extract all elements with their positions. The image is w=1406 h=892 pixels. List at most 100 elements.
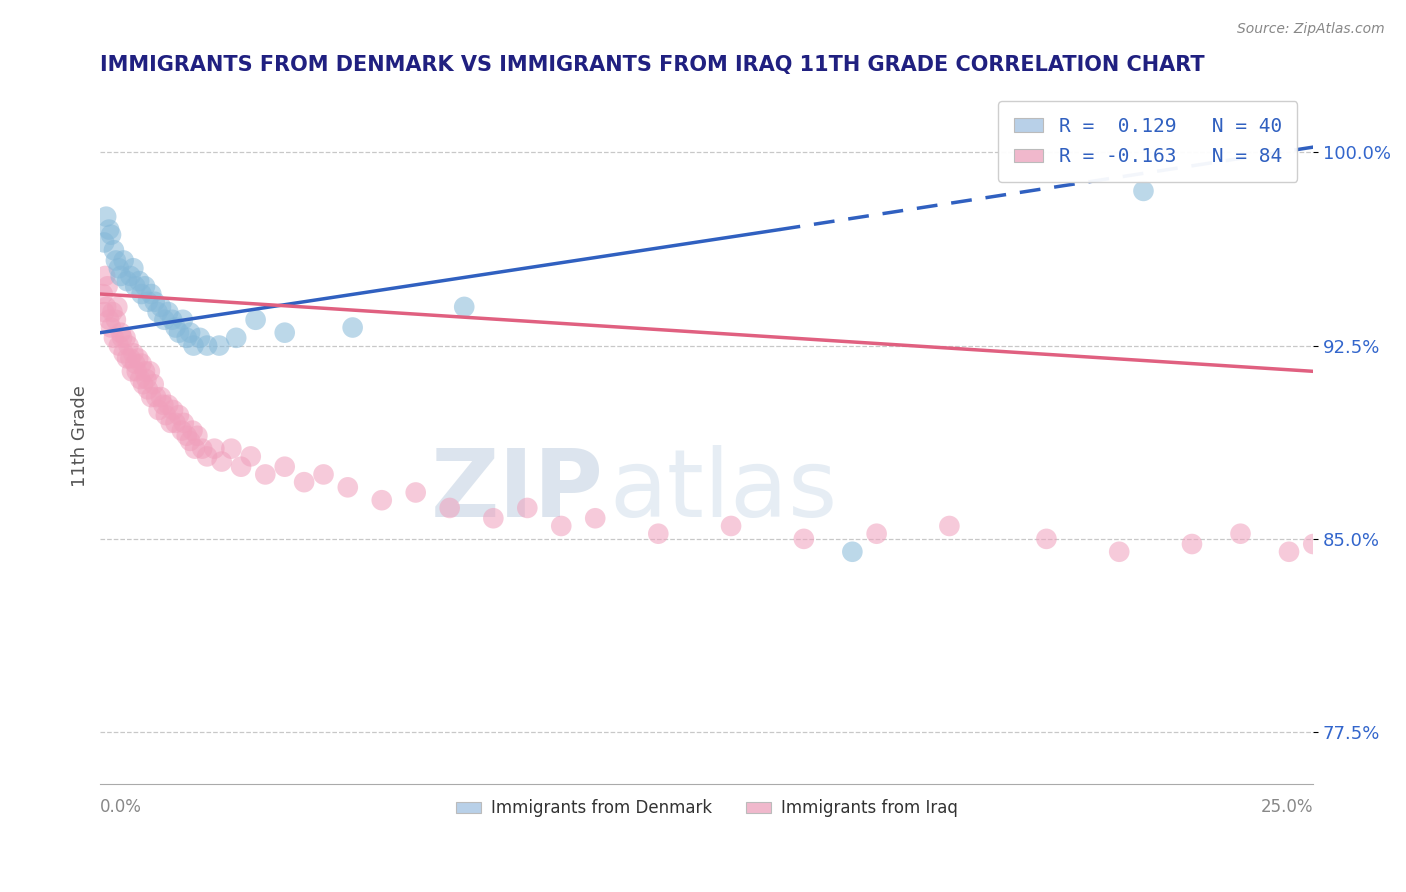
Point (117, 338, 139, 352)
Point (148, 403, 170, 417)
Point (292, 475, 315, 490)
Point (139, 364, 162, 378)
Point (1035, 532, 1057, 546)
Point (103, 331, 125, 345)
Point (583, 511, 606, 525)
Point (112, 253, 135, 268)
Text: Source: ZipAtlas.com: Source: ZipAtlas.com (1237, 22, 1385, 37)
Point (405, 485, 427, 500)
Point (131, 357, 153, 371)
Point (128, 274, 150, 288)
Point (1132, 184, 1154, 198)
Point (173, 416, 195, 430)
Point (208, 338, 231, 352)
Point (195, 338, 218, 352)
Point (211, 454, 233, 468)
Point (167, 326, 190, 340)
Point (100, 227, 122, 242)
Point (98, 313, 121, 327)
Point (97, 279, 120, 293)
Point (131, 287, 153, 301)
Point (152, 398, 174, 412)
Point (184, 442, 207, 456)
Point (550, 519, 572, 533)
Point (120, 268, 142, 283)
Point (239, 450, 262, 464)
Point (141, 287, 163, 301)
Point (274, 326, 297, 340)
Point (162, 403, 184, 417)
Point (516, 500, 538, 515)
Text: 25.0%: 25.0% (1261, 797, 1313, 815)
Point (115, 274, 138, 288)
Point (124, 357, 146, 371)
Point (136, 383, 159, 397)
Text: ZIP: ZIP (430, 445, 603, 538)
Point (165, 320, 187, 334)
Point (186, 429, 208, 443)
Point (103, 243, 125, 257)
Point (115, 351, 138, 366)
Text: IMMIGRANTS FROM DENMARK VS IMMIGRANTS FROM IRAQ 11TH GRADE CORRELATION CHART: IMMIGRANTS FROM DENMARK VS IMMIGRANTS FR… (100, 55, 1205, 75)
Point (195, 450, 218, 464)
Point (179, 434, 201, 448)
Point (371, 493, 394, 508)
Point (124, 279, 146, 293)
Point (134, 364, 156, 378)
Point (135, 372, 157, 386)
Text: 0.0%: 0.0% (100, 797, 142, 815)
Point (312, 467, 335, 482)
Point (120, 351, 142, 366)
Point (98, 222, 121, 236)
Point (1302, 537, 1324, 551)
Point (150, 390, 173, 404)
Point (179, 326, 201, 340)
Point (94, 268, 117, 283)
Point (1326, 526, 1348, 541)
Point (176, 429, 198, 443)
Point (439, 500, 461, 515)
Point (121, 364, 143, 378)
Point (104, 253, 127, 268)
Point (91, 287, 114, 301)
Point (93, 305, 115, 319)
Point (245, 313, 267, 327)
Point (165, 416, 187, 430)
Point (122, 346, 145, 360)
Point (720, 519, 742, 533)
Point (125, 364, 148, 378)
Point (101, 305, 124, 319)
Point (176, 331, 198, 345)
Point (793, 532, 815, 546)
Point (1229, 526, 1251, 541)
Point (191, 442, 214, 456)
Point (1108, 545, 1130, 559)
Point (225, 331, 247, 345)
Point (104, 313, 127, 327)
Point (105, 300, 128, 314)
Point (145, 390, 167, 404)
Point (342, 320, 364, 334)
Point (254, 467, 277, 482)
Point (110, 326, 132, 340)
Point (453, 300, 475, 314)
Point (188, 331, 211, 345)
Point (93, 235, 115, 250)
Point (336, 480, 359, 494)
Point (1351, 545, 1374, 559)
Point (482, 511, 505, 525)
Point (157, 398, 180, 412)
Point (114, 331, 136, 345)
Point (157, 305, 180, 319)
Point (170, 424, 193, 438)
Text: atlas: atlas (610, 445, 838, 538)
Point (229, 459, 252, 474)
Point (159, 416, 181, 430)
Point (181, 424, 204, 438)
Legend: Immigrants from Denmark, Immigrants from Iraq: Immigrants from Denmark, Immigrants from… (450, 793, 965, 824)
Point (841, 545, 863, 559)
Point (1375, 537, 1398, 551)
Point (167, 408, 190, 422)
Point (202, 442, 225, 456)
Point (146, 305, 169, 319)
